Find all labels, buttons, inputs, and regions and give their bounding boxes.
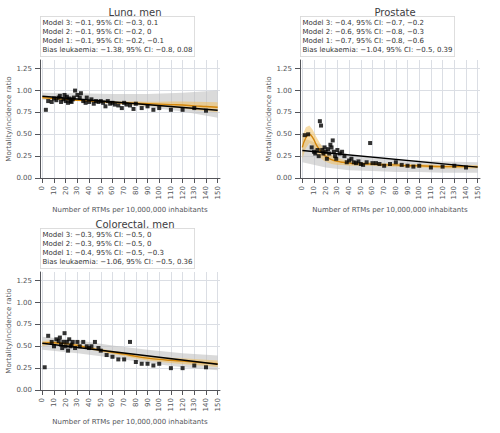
svg-text:1.25: 1.25	[16, 65, 32, 73]
svg-text:110: 110	[427, 186, 435, 199]
svg-text:90: 90	[144, 398, 152, 407]
svg-text:50: 50	[97, 186, 105, 195]
svg-text:20: 20	[62, 398, 70, 407]
svg-text:1.00: 1.00	[276, 87, 292, 95]
svg-text:1.25: 1.25	[16, 277, 32, 285]
svg-text:Model 1: −0.4, 95% CI: −0.5, −: Model 1: −0.4, 95% CI: −0.5, −0.3	[43, 249, 165, 257]
svg-text:40: 40	[85, 186, 93, 195]
svg-text:120: 120	[179, 186, 187, 199]
svg-text:150: 150	[474, 186, 482, 199]
svg-text:70: 70	[120, 186, 128, 195]
svg-text:1.25: 1.25	[276, 65, 292, 73]
svg-text:150: 150	[214, 186, 222, 199]
svg-text:0.50: 0.50	[276, 130, 292, 138]
svg-text:110: 110	[167, 398, 175, 411]
svg-text:Model 2: −0.6, 95% CI: −0.8, −: Model 2: −0.6, 95% CI: −0.8, −0.3	[303, 28, 425, 36]
svg-text:0.25: 0.25	[16, 364, 32, 372]
svg-text:30: 30	[333, 186, 341, 195]
svg-text:Model 3: −0.4, 95% CI: −0.7, −: Model 3: −0.4, 95% CI: −0.7, −0.2	[303, 19, 425, 27]
svg-text:100: 100	[155, 398, 163, 411]
svg-text:0.75: 0.75	[276, 108, 292, 116]
svg-text:1.00: 1.00	[16, 87, 32, 95]
svg-text:0.00: 0.00	[16, 386, 32, 394]
svg-text:Model 2: −0.1, 95% CI: −0.2, 0: Model 2: −0.1, 95% CI: −0.2, 0	[43, 28, 152, 36]
svg-text:0.50: 0.50	[16, 342, 32, 350]
svg-text:120: 120	[179, 398, 187, 411]
svg-text:140: 140	[462, 186, 470, 199]
svg-text:Mortality/incidence ratio: Mortality/incidence ratio	[5, 76, 13, 161]
svg-text:30: 30	[73, 398, 81, 407]
svg-text:100: 100	[415, 186, 423, 199]
svg-text:0.75: 0.75	[16, 108, 32, 116]
svg-text:110: 110	[167, 186, 175, 199]
svg-text:Colorectal, men: Colorectal, men	[96, 219, 175, 230]
svg-text:20: 20	[62, 186, 70, 195]
svg-text:0: 0	[298, 186, 306, 190]
svg-text:150: 150	[214, 398, 222, 411]
svg-text:50: 50	[97, 398, 105, 407]
svg-text:0.25: 0.25	[276, 152, 292, 160]
svg-text:0: 0	[38, 186, 46, 190]
svg-text:Prostate: Prostate	[374, 7, 415, 18]
svg-text:60: 60	[108, 186, 116, 195]
svg-text:Lung, men: Lung, men	[108, 7, 161, 18]
svg-text:40: 40	[345, 186, 353, 195]
svg-text:0.75: 0.75	[16, 320, 32, 328]
svg-text:0: 0	[38, 398, 46, 402]
svg-text:Number of RTMs per 10,000,000: Number of RTMs per 10,000,000 inhabitant…	[52, 418, 208, 426]
svg-text:0.00: 0.00	[276, 174, 292, 182]
svg-text:60: 60	[368, 186, 376, 195]
svg-text:Mortality/incidence ratio: Mortality/incidence ratio	[5, 288, 13, 373]
svg-text:1.00: 1.00	[16, 299, 32, 307]
svg-text:30: 30	[73, 186, 81, 195]
svg-text:90: 90	[144, 186, 152, 195]
svg-text:140: 140	[202, 398, 210, 411]
svg-text:Number of RTMs per 10,000,000: Number of RTMs per 10,000,000 inhabitant…	[52, 206, 208, 214]
svg-text:10: 10	[50, 398, 58, 407]
svg-text:140: 140	[202, 186, 210, 199]
svg-text:0.25: 0.25	[16, 152, 32, 160]
svg-text:60: 60	[108, 398, 116, 407]
svg-text:20: 20	[322, 186, 330, 195]
svg-text:50: 50	[357, 186, 365, 195]
svg-text:Model 2: −0.3, 95% CI: −0.5, 0: Model 2: −0.3, 95% CI: −0.5, 0	[43, 240, 152, 248]
svg-text:80: 80	[392, 186, 400, 195]
svg-text:0.50: 0.50	[16, 130, 32, 138]
svg-text:Model 3: −0.1, 95% CI: −0.3, 0: Model 3: −0.1, 95% CI: −0.3, 0.1	[43, 19, 159, 27]
svg-text:120: 120	[439, 186, 447, 199]
svg-text:90: 90	[404, 186, 412, 195]
svg-text:80: 80	[132, 186, 140, 195]
svg-text:10: 10	[310, 186, 318, 195]
svg-text:70: 70	[380, 186, 388, 195]
svg-text:Model 1: −0.1, 95% CI: −0.2, −: Model 1: −0.1, 95% CI: −0.2, −0.1	[43, 37, 165, 45]
svg-text:Bias leukaemia: −1.38, 95% CI:: Bias leukaemia: −1.38, 95% CI: −0.8, 0.0…	[43, 46, 193, 54]
svg-text:80: 80	[132, 398, 140, 407]
svg-text:40: 40	[85, 398, 93, 407]
svg-text:Model 3: −0.3, 95% CI: −0.5, 0: Model 3: −0.3, 95% CI: −0.5, 0	[43, 231, 152, 239]
svg-text:130: 130	[450, 186, 458, 199]
svg-text:0.00: 0.00	[16, 174, 32, 182]
svg-text:Bias leukaemia: −1.06, 95% CI:: Bias leukaemia: −1.06, 95% CI: −0.5, 0.3…	[43, 258, 194, 266]
svg-text:Bias leukaemia: −1.04, 95% CI:: Bias leukaemia: −1.04, 95% CI: −0.5, 0.3…	[303, 46, 453, 54]
svg-text:130: 130	[190, 398, 198, 411]
svg-text:Number of RTMs per 10,000,000: Number of RTMs per 10,000,000 inhabitant…	[312, 206, 468, 214]
svg-text:70: 70	[120, 398, 128, 407]
svg-text:130: 130	[190, 186, 198, 199]
svg-text:Model 1: −0.7, 95% CI: −0.8, −: Model 1: −0.7, 95% CI: −0.8, −0.6	[303, 37, 425, 45]
svg-text:Mortality/incidence ratio: Mortality/incidence ratio	[265, 76, 273, 161]
svg-text:100: 100	[155, 186, 163, 199]
svg-text:10: 10	[50, 186, 58, 195]
